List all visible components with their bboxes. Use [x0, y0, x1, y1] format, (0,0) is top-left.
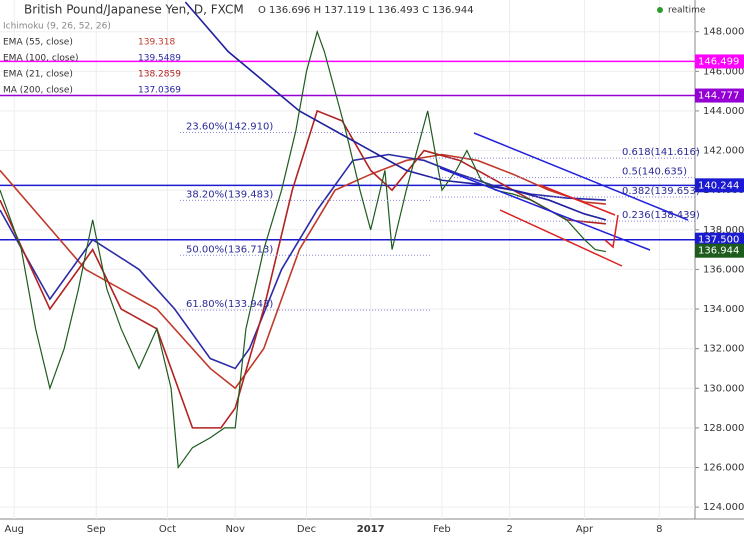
- legend-value: 139.5489: [138, 54, 181, 64]
- y-tick-label: 138.000: [703, 225, 744, 236]
- y-tick-label: 130.000: [703, 383, 744, 394]
- indicator-line: [0, 109, 606, 429]
- level-tag: [695, 178, 744, 193]
- realtime: realtime: [668, 6, 706, 16]
- level-label: 144.777: [698, 91, 739, 102]
- y-tick-label: 132.000: [703, 344, 744, 355]
- level-tag: [695, 88, 744, 103]
- y-tick-label: 144.000: [703, 106, 744, 117]
- y-tick-label: 142.000: [703, 146, 744, 157]
- trendline: [539, 184, 616, 216]
- level-label: 140.244: [698, 180, 739, 191]
- level-tag: [695, 232, 744, 247]
- level-label: 146.499: [698, 56, 739, 67]
- level-tag: [695, 54, 744, 69]
- legend-value: 138.2859: [138, 70, 181, 80]
- y-tick-label: 126.000: [703, 462, 744, 473]
- fib-label: 0.382(139.653): [622, 186, 700, 197]
- plot: [0, 0, 695, 519]
- ohlc: O 136.696 H 137.119 L 136.493 C 136.944: [258, 5, 474, 16]
- legend-name: EMA (55, close): [3, 38, 73, 48]
- level-label: 137.500: [698, 235, 739, 246]
- legend-name: MA (200, close): [3, 86, 73, 96]
- level-label: 136.944: [698, 246, 739, 257]
- indicator-line: [184, 1, 607, 221]
- y-tick-label: 136.000: [703, 264, 744, 275]
- legend-value: 137.0369: [138, 86, 181, 96]
- x-tick-label: Feb: [433, 524, 451, 535]
- x-tick-label: 2: [506, 524, 512, 535]
- fib-label: 0.5(140.635): [622, 167, 687, 178]
- x-tick-label: Apr: [576, 524, 594, 535]
- legend-name: EMA (21, close): [3, 70, 73, 80]
- fib-label: 0.236(138.439): [622, 210, 700, 221]
- fib-label: 61.80%(133.943): [186, 299, 273, 310]
- legend-name: EMA (100, close): [3, 54, 79, 64]
- indicator-line: [0, 153, 606, 390]
- x-tick-label: Nov: [225, 524, 245, 535]
- title: British Pound/Japanese Yen, D, FXCM: [24, 3, 244, 17]
- indicator: Ichimoku (9, 26, 52, 26): [3, 22, 111, 32]
- x-tick-label: Oct: [159, 524, 176, 535]
- y-tick-label: 128.000: [703, 423, 744, 434]
- fib-label: 50.00%(136.713): [186, 244, 273, 255]
- y-tick-label: 148.000: [703, 27, 744, 38]
- fib-label: 23.60%(142.910): [186, 122, 273, 133]
- legend-value: 139.318: [138, 38, 175, 48]
- y-tick-label: 124.000: [703, 502, 744, 513]
- fib-label: 0.618(141.616): [622, 147, 700, 158]
- trendline: [473, 132, 689, 221]
- x-tick-label: Aug: [4, 524, 24, 535]
- x-tick-label: Sep: [87, 524, 106, 535]
- arrow: [604, 214, 619, 249]
- status-dot: [657, 7, 663, 13]
- level-tag: [695, 243, 744, 258]
- trendline: [499, 209, 623, 267]
- fib-label: 38.20%(139.483): [186, 189, 273, 200]
- x-tick-label: 2017: [357, 524, 385, 535]
- y-tick-label: 146.000: [703, 66, 744, 77]
- y-tick-label: 134.000: [703, 304, 744, 315]
- x-tick-label: Dec: [297, 524, 316, 535]
- x-tick-label: 8: [656, 524, 662, 535]
